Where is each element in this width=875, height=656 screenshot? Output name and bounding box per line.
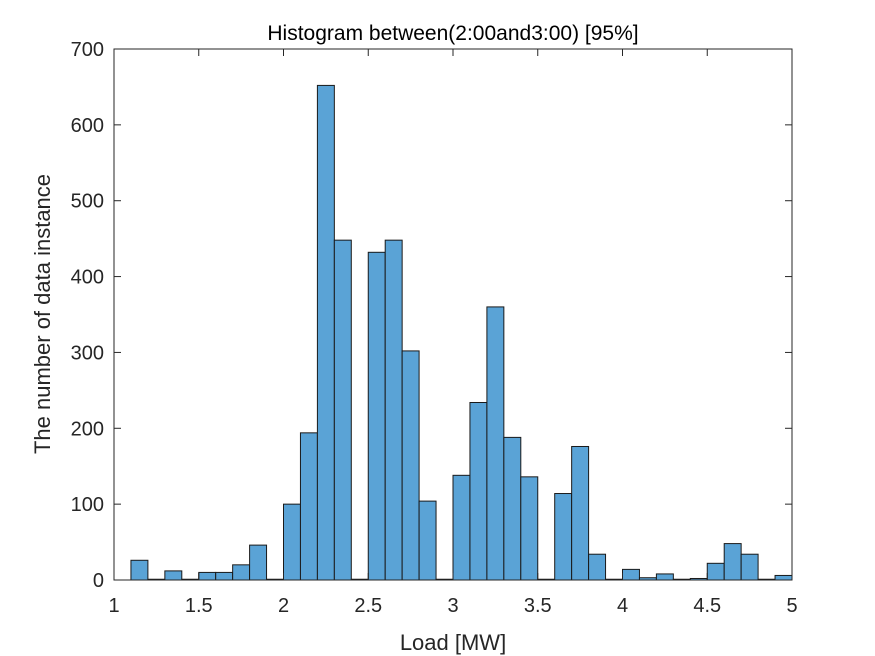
chart-title: Histogram between(2:00and3:00) [95%] xyxy=(267,22,638,45)
y-tick-label: 100 xyxy=(71,494,104,516)
y-tick-label: 600 xyxy=(71,115,104,137)
histogram-bar xyxy=(655,573,674,581)
histogram-bar xyxy=(622,568,640,581)
x-tick-label: 3 xyxy=(447,595,458,617)
histogram-bar xyxy=(401,350,420,581)
histogram-bar xyxy=(723,543,742,581)
x-tick-label: 4 xyxy=(617,595,628,617)
histogram-bar xyxy=(249,544,268,581)
histogram-bar xyxy=(486,306,505,581)
histogram-bar xyxy=(503,436,522,581)
histogram-bar xyxy=(588,553,607,581)
x-tick-label: 2 xyxy=(278,595,289,617)
histogram-bar xyxy=(316,84,335,581)
x-tick-label: 3.5 xyxy=(524,595,552,617)
y-axis-label: The number of data instance xyxy=(30,174,55,454)
histogram-bar xyxy=(706,562,725,581)
histogram-bar xyxy=(384,239,403,581)
histogram-bar xyxy=(571,445,590,581)
histogram-bar xyxy=(232,564,251,581)
y-tick-label: 700 xyxy=(71,39,104,61)
histogram-bar xyxy=(215,571,234,581)
histogram-bar xyxy=(418,500,437,581)
y-tick-label: 0 xyxy=(93,570,104,592)
histogram-bar xyxy=(469,401,488,581)
histogram-bar xyxy=(299,432,318,581)
histogram-bar xyxy=(333,239,352,581)
y-tick-label: 300 xyxy=(71,342,104,364)
x-tick-label: 1 xyxy=(108,595,119,617)
histogram-bar xyxy=(130,559,149,581)
y-tick-label: 500 xyxy=(71,191,104,213)
x-tick-label: 4.5 xyxy=(693,595,721,617)
histogram-bar xyxy=(740,553,759,581)
histogram-bars xyxy=(130,84,793,581)
x-axis-ticks: 1 1.5 2 2.5 3 3.5 4 4.5 5 xyxy=(108,49,798,617)
histogram-bar xyxy=(774,574,793,581)
histogram-bar xyxy=(198,571,217,581)
y-tick-label: 400 xyxy=(71,267,104,289)
histogram-bar xyxy=(452,474,471,581)
histogram-bar xyxy=(520,476,539,581)
histogram-bar xyxy=(283,503,301,581)
x-tick-label: 1.5 xyxy=(185,595,213,617)
x-tick-label: 5 xyxy=(786,595,797,617)
histogram-bar xyxy=(164,570,183,581)
y-tick-label: 200 xyxy=(71,418,104,440)
x-axis-label: Load [MW] xyxy=(400,630,506,655)
histogram-bar xyxy=(367,251,386,581)
histogram-bar xyxy=(554,493,573,581)
y-axis-ticks: 0 100 200 300 400 500 600 700 xyxy=(71,39,792,592)
x-tick-label: 2.5 xyxy=(354,595,382,617)
